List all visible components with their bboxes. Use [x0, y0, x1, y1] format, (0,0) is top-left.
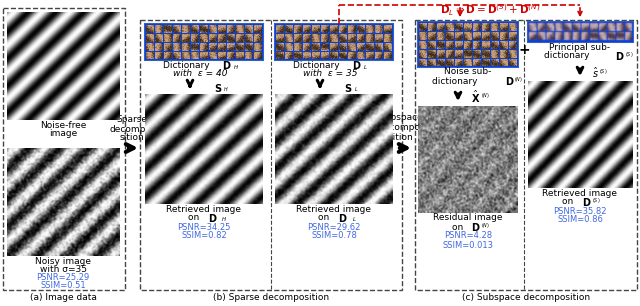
Text: on: on: [188, 214, 205, 222]
Text: $\mathbf{D}$: $\mathbf{D}$: [352, 59, 362, 71]
Text: $\hat{\mathit{s}}$: $\hat{\mathit{s}}$: [591, 66, 598, 80]
Text: dictionary: dictionary: [545, 51, 596, 61]
Text: Noisy image: Noisy image: [35, 256, 91, 266]
Text: +: +: [518, 43, 530, 57]
Text: $\mathbf{D}$: $\mathbf{D}$: [582, 196, 592, 208]
Bar: [528, 22, 633, 42]
Text: on: on: [561, 197, 579, 207]
Text: $\mathbf{D}$: $\mathbf{D}$: [505, 75, 515, 87]
Text: Noise sub-: Noise sub-: [444, 68, 492, 76]
Text: decompo-: decompo-: [378, 124, 424, 132]
Text: SSIM=0.86: SSIM=0.86: [557, 215, 603, 225]
Text: SSIM=0.78: SSIM=0.78: [311, 232, 357, 241]
Text: $\mathbf{D}$: $\mathbf{D}$: [471, 221, 481, 233]
Text: Retrieved image: Retrieved image: [296, 204, 371, 214]
Text: $\mathbf{D}$: $\mathbf{D}$: [615, 50, 625, 62]
Text: $^{(S)}$: $^{(S)}$: [592, 196, 600, 204]
Text: $\mathbf{S}$: $\mathbf{S}$: [344, 82, 352, 94]
Text: PSNR=34.25: PSNR=34.25: [177, 222, 230, 232]
Text: Dictionary: Dictionary: [163, 61, 216, 69]
Text: with  ε = 40: with ε = 40: [173, 69, 227, 79]
Text: $_L$: $_L$: [351, 215, 356, 225]
Bar: [275, 24, 393, 60]
Text: on: on: [317, 214, 335, 222]
Text: PSNR=29.62: PSNR=29.62: [307, 222, 361, 232]
Text: $\mathbf{D}$: $\mathbf{D}$: [222, 59, 232, 71]
Bar: [3, 8, 125, 290]
Text: $\mathbf{S}$: $\mathbf{S}$: [214, 82, 222, 94]
Text: $_L$: $_L$: [363, 62, 368, 72]
Text: PSNR=4.28: PSNR=4.28: [444, 232, 492, 241]
Bar: [145, 24, 263, 60]
Text: $^{(S)}$: $^{(S)}$: [625, 50, 634, 58]
Text: (c) Subspace decomposition: (c) Subspace decomposition: [462, 293, 590, 303]
Text: decompo-: decompo-: [109, 125, 155, 133]
Text: Subspace: Subspace: [379, 114, 423, 122]
Text: (b) Sparse decomposition: (b) Sparse decomposition: [213, 293, 329, 303]
Text: (a) Image data: (a) Image data: [29, 293, 97, 303]
Text: SSIM=0.013: SSIM=0.013: [442, 241, 493, 249]
Text: PSNR=25.29: PSNR=25.29: [36, 273, 90, 282]
Bar: [418, 22, 518, 67]
Text: on: on: [451, 222, 468, 232]
Text: $_H$: $_H$: [221, 215, 227, 225]
Bar: [415, 20, 637, 290]
Bar: [140, 20, 402, 290]
Text: sition: sition: [388, 133, 413, 143]
Text: $_H$: $_H$: [223, 86, 229, 94]
Text: Sparse: Sparse: [116, 115, 147, 125]
Text: Retrieved image: Retrieved image: [543, 188, 618, 197]
Text: with  ε = 35: with ε = 35: [303, 69, 357, 79]
Text: Residual image: Residual image: [433, 214, 503, 222]
Text: sition: sition: [120, 133, 145, 143]
Text: SSIM=0.51: SSIM=0.51: [40, 281, 86, 289]
Text: $\mathbf{D}_L \Rightarrow \mathbf{D} = \mathbf{D}^{(S)} + \mathbf{D}^{(N)}$: $\mathbf{D}_L \Rightarrow \mathbf{D} = \…: [440, 2, 540, 18]
Text: Noise-free: Noise-free: [40, 121, 86, 129]
Text: $\mathbf{D}$: $\mathbf{D}$: [339, 212, 348, 224]
Text: $\mathbf{D}$: $\mathbf{D}$: [208, 212, 218, 224]
Text: with σ=35: with σ=35: [40, 264, 86, 274]
Text: image: image: [49, 129, 77, 137]
Text: Dictionary: Dictionary: [293, 61, 346, 69]
Text: $_H$: $_H$: [233, 62, 239, 72]
Text: dictionary: dictionary: [433, 76, 484, 85]
Text: $^{(N)}$: $^{(N)}$: [515, 75, 524, 83]
Text: SSIM=0.82: SSIM=0.82: [181, 232, 227, 241]
Text: Retrieved image: Retrieved image: [166, 204, 241, 214]
Text: $\hat{\mathbf{X}}$: $\hat{\mathbf{X}}$: [471, 89, 481, 105]
Text: PSNR=35.82: PSNR=35.82: [553, 207, 607, 215]
Text: $^{(S)}$: $^{(S)}$: [598, 67, 607, 75]
Text: Principal sub-: Principal sub-: [549, 43, 611, 51]
Text: $^{(N)}$: $^{(N)}$: [481, 91, 490, 99]
Text: $_L$: $_L$: [354, 86, 358, 94]
Text: $^{(N)}$: $^{(N)}$: [481, 221, 490, 229]
